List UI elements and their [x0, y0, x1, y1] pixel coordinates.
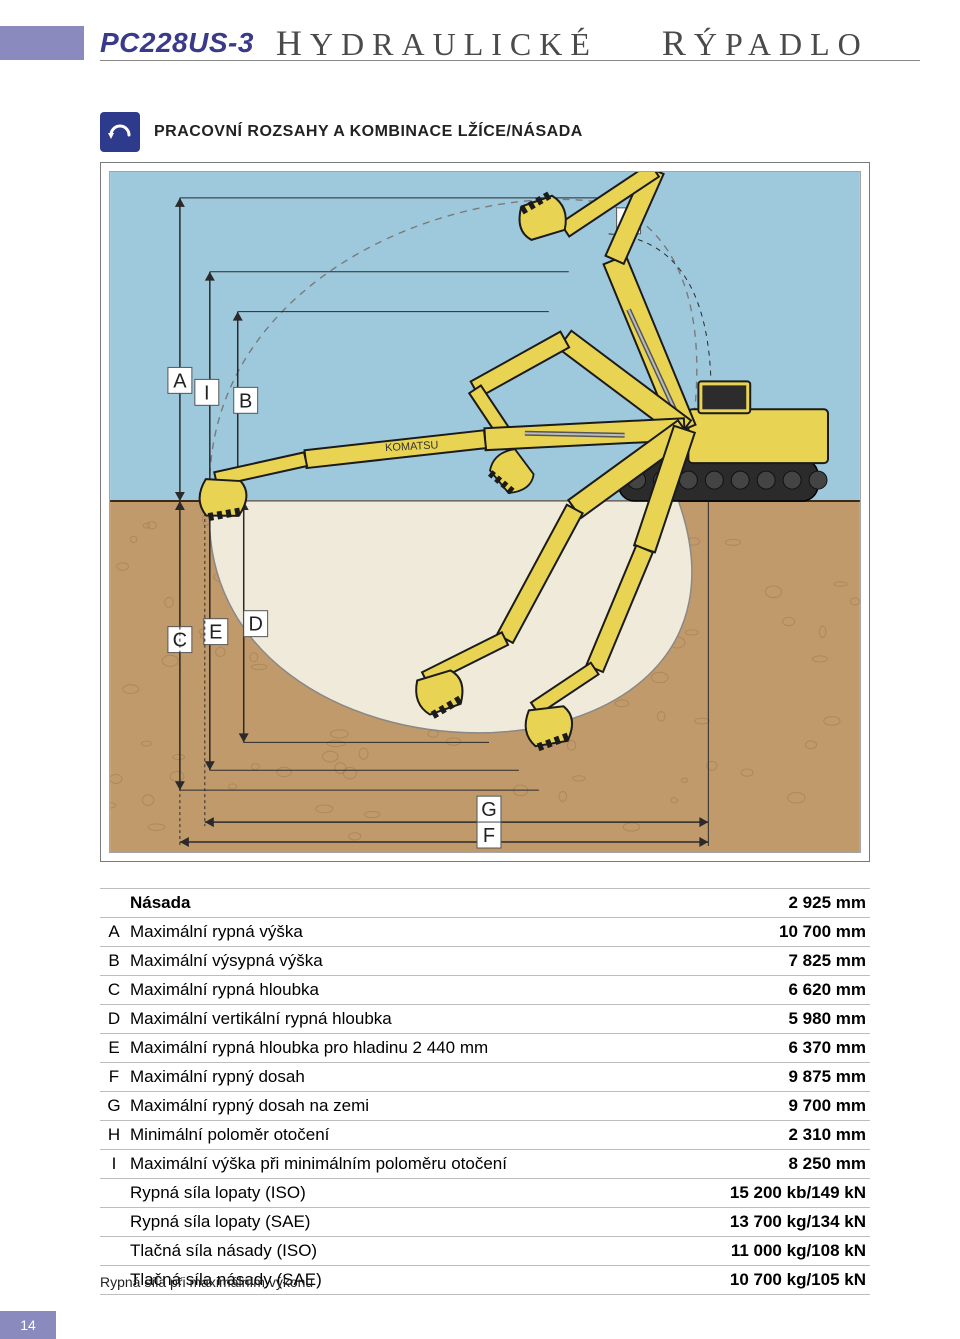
row-value: 10 700 kg/105 kN [670, 1266, 870, 1295]
model-number: PC228US-3 [100, 27, 254, 59]
row-value: 13 700 kg/134 kN [670, 1208, 870, 1237]
row-label: Maximální rypná hloubka [128, 976, 670, 1005]
row-label: Maximální rypný dosah na zemi [128, 1092, 670, 1121]
row-code: D [100, 1005, 128, 1034]
row-value: 8 250 mm [670, 1150, 870, 1179]
table-row: CMaximální rypná hloubka6 620 mm [100, 976, 870, 1005]
header-rule [100, 60, 920, 61]
table-row: HMinimální poloměr otočení2 310 mm [100, 1121, 870, 1150]
row-code [100, 1208, 128, 1237]
row-code: H [100, 1121, 128, 1150]
table-row: DMaximální vertikální rypná hloubka5 980… [100, 1005, 870, 1034]
svg-text:F: F [483, 825, 495, 847]
row-label: Maximální rypná výška [128, 918, 670, 947]
spec-table: Násada 2 925 mm AMaximální rypná výška10… [100, 888, 870, 1295]
row-value: 6 620 mm [670, 976, 870, 1005]
header-stripe [0, 26, 84, 60]
table-row: FMaximální rypný dosah9 875 mm [100, 1063, 870, 1092]
svg-text:D: D [248, 614, 262, 636]
table-header-code [100, 889, 128, 918]
row-label: Maximální rypná hloubka pro hladinu 2 44… [128, 1034, 670, 1063]
row-value: 9 700 mm [670, 1092, 870, 1121]
rotate-icon [100, 112, 140, 152]
svg-text:B: B [239, 390, 252, 412]
row-code: B [100, 947, 128, 976]
table-header-value: 2 925 mm [670, 889, 870, 918]
page-number: 14 [0, 1311, 56, 1339]
table-row: Rypná síla lopaty (SAE)13 700 kg/134 kN [100, 1208, 870, 1237]
footnote: Rypná síla při maximálním výkonu [100, 1274, 313, 1290]
row-value: 5 980 mm [670, 1005, 870, 1034]
table-header-row: Násada 2 925 mm [100, 889, 870, 918]
row-code [100, 1237, 128, 1266]
page-title: HYDRAULICKÉ RÝPADLO [276, 22, 869, 64]
svg-text:E: E [209, 622, 222, 644]
row-value: 9 875 mm [670, 1063, 870, 1092]
section-title: PRACOVNÍ ROZSAHY A KOMBINACE LŽÍCE/NÁSAD… [154, 123, 583, 141]
row-code: G [100, 1092, 128, 1121]
table-row: BMaximální výsypná výška7 825 mm [100, 947, 870, 976]
row-label: Rypná síla lopaty (SAE) [128, 1208, 670, 1237]
table-row: EMaximální rypná hloubka pro hladinu 2 4… [100, 1034, 870, 1063]
working-range-diagram: ABICEDHGFKOMATSU [109, 171, 861, 853]
row-value: 15 200 kb/149 kN [670, 1179, 870, 1208]
row-value: 2 310 mm [670, 1121, 870, 1150]
table-header-label: Násada [128, 889, 670, 918]
row-code: F [100, 1063, 128, 1092]
section-heading: PRACOVNÍ ROZSAHY A KOMBINACE LŽÍCE/NÁSAD… [100, 112, 583, 152]
svg-text:G: G [481, 799, 497, 821]
row-label: Minimální poloměr otočení [128, 1121, 670, 1150]
row-code [100, 1179, 128, 1208]
row-label: Maximální rypný dosah [128, 1063, 670, 1092]
row-code: A [100, 918, 128, 947]
row-label: Maximální výsypná výška [128, 947, 670, 976]
table-row: IMaximální výška při minimálním poloměru… [100, 1150, 870, 1179]
table-row: GMaximální rypný dosah na zemi9 700 mm [100, 1092, 870, 1121]
diagram-frame: ABICEDHGFKOMATSU [100, 162, 870, 862]
row-label: Maximální vertikální rypná hloubka [128, 1005, 670, 1034]
row-label: Rypná síla lopaty (ISO) [128, 1179, 670, 1208]
row-value: 6 370 mm [670, 1034, 870, 1063]
row-code: E [100, 1034, 128, 1063]
table-row: AMaximální rypná výška10 700 mm [100, 918, 870, 947]
row-code: I [100, 1150, 128, 1179]
row-value: 10 700 mm [670, 918, 870, 947]
table-row: Tlačná síla násady (ISO)11 000 kg/108 kN [100, 1237, 870, 1266]
row-code: C [100, 976, 128, 1005]
svg-text:A: A [173, 370, 187, 392]
row-value: 7 825 mm [670, 947, 870, 976]
table-row: Rypná síla lopaty (ISO)15 200 kb/149 kN [100, 1179, 870, 1208]
row-value: 11 000 kg/108 kN [670, 1237, 870, 1266]
row-label: Tlačná síla násady (ISO) [128, 1237, 670, 1266]
row-label: Maximální výška při minimálním poloměru … [128, 1150, 670, 1179]
svg-text:I: I [204, 382, 210, 404]
